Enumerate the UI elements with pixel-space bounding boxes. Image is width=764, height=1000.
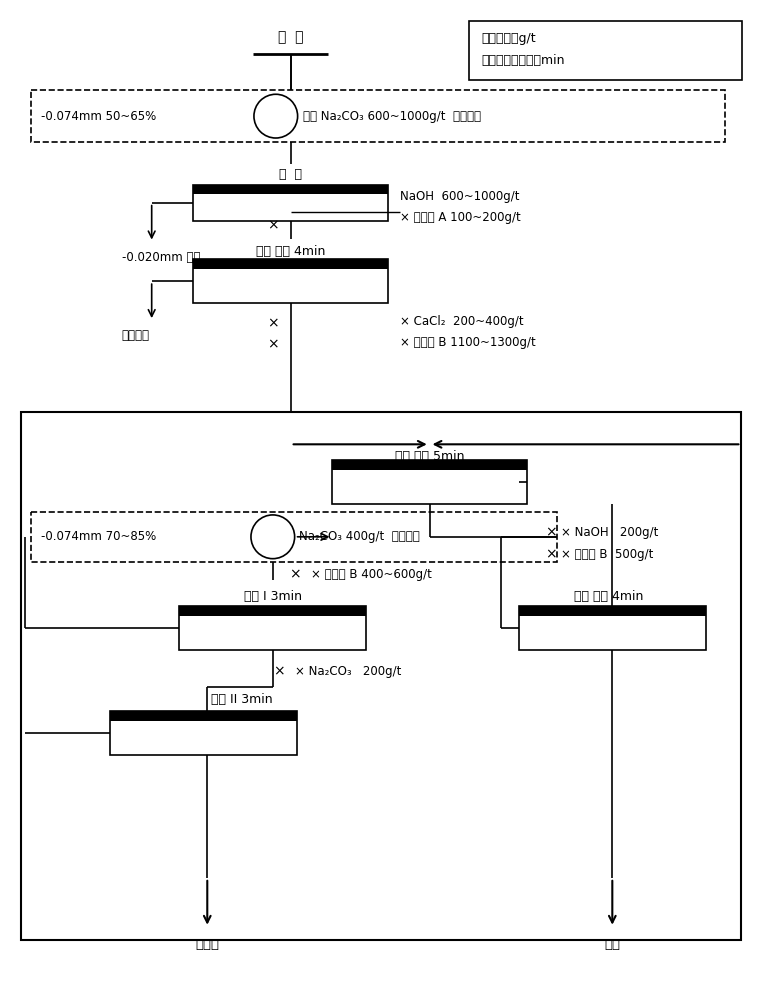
Bar (21, 412, 741, 940)
Text: ×: × (267, 219, 279, 233)
Bar (193, 185, 388, 194)
Bar (193, 259, 388, 303)
Bar (31, 512, 557, 562)
Text: 搞拌、浮选时间：min: 搞拌、浮选时间：min (481, 54, 565, 67)
Text: ×: × (267, 316, 279, 330)
Text: 浮选 扫选 4min: 浮选 扫选 4min (574, 589, 643, 602)
Text: ×: × (273, 664, 284, 678)
Text: -0.020mm 矿泥: -0.020mm 矿泥 (122, 251, 200, 264)
Text: ×: × (267, 338, 279, 352)
Circle shape (251, 515, 295, 559)
Text: 精选 II 3min: 精选 II 3min (212, 693, 273, 706)
Text: 精选 I 3min: 精选 I 3min (244, 589, 302, 602)
Text: 尾矿: 尾矿 (604, 938, 620, 951)
Text: × 捕收剂 B 1100~1300g/t: × 捕收剂 B 1100~1300g/t (400, 336, 536, 349)
Bar (180, 606, 366, 616)
Text: 药剂用量：g/t: 药剂用量：g/t (481, 32, 536, 45)
Bar (110, 711, 296, 755)
Bar (469, 21, 743, 80)
Text: 浮选 云母 4min: 浮选 云母 4min (256, 245, 325, 258)
Bar (519, 606, 706, 650)
Circle shape (254, 94, 298, 138)
Text: 脱  泥: 脱 泥 (279, 168, 303, 181)
Bar (110, 711, 296, 721)
Text: × NaOH   200g/t: × NaOH 200g/t (561, 526, 658, 539)
Bar (193, 259, 388, 269)
Text: × 捕收剂 B  500g/t: × 捕收剂 B 500g/t (561, 548, 653, 561)
Text: 加入 Na₂CO₃ 600~1000g/t  一段磨矿: 加入 Na₂CO₃ 600~1000g/t 一段磨矿 (303, 110, 481, 123)
Text: -0.074mm 50~65%: -0.074mm 50~65% (40, 110, 156, 123)
Text: 原  矿: 原 矿 (278, 31, 303, 45)
Text: -0.074mm 70~85%: -0.074mm 70~85% (40, 530, 156, 543)
Text: ×: × (289, 568, 300, 582)
Bar (180, 606, 366, 650)
Text: 云母精矿: 云母精矿 (122, 329, 150, 342)
Text: × Na₂CO₃   200g/t: × Na₂CO₃ 200g/t (295, 665, 401, 678)
Text: × CaCl₂  200~400g/t: × CaCl₂ 200~400g/t (400, 314, 523, 328)
Text: NaOH  600~1000g/t: NaOH 600~1000g/t (400, 190, 520, 203)
Text: 浮选 粗选 5min: 浮选 粗选 5min (395, 450, 465, 463)
Text: ×: × (545, 526, 557, 540)
Text: × 捕收剂 A 100~200g/t: × 捕收剂 A 100~200g/t (400, 211, 520, 224)
Text: 锂精矿: 锂精矿 (196, 938, 219, 951)
Text: × 捕收剂 B 400~600g/t: × 捕收剂 B 400~600g/t (310, 568, 432, 581)
Bar (193, 185, 388, 221)
Text: Na₂CO₃ 400g/t  二段磨矿: Na₂CO₃ 400g/t 二段磨矿 (299, 530, 419, 543)
Bar (332, 460, 527, 470)
Bar (519, 606, 706, 616)
Bar (332, 460, 527, 504)
Bar (31, 90, 726, 142)
Text: ×: × (545, 548, 557, 562)
